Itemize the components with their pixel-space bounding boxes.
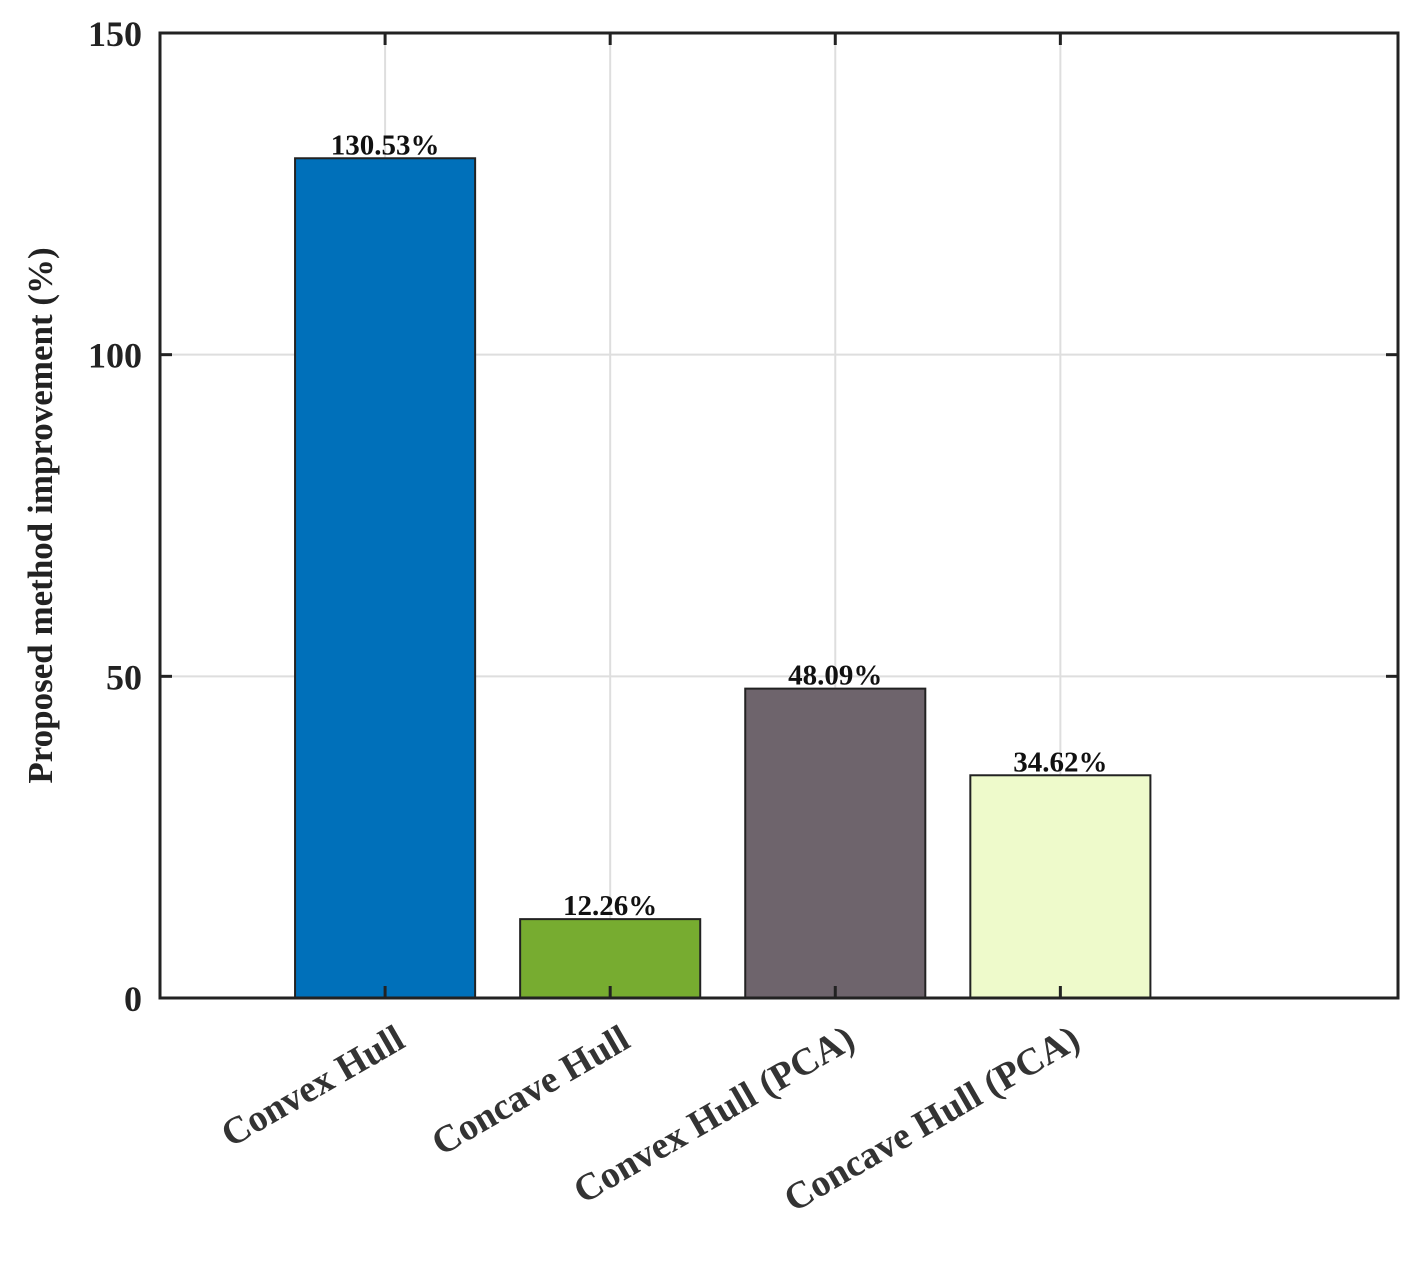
y-tick-label: 0	[124, 979, 142, 1019]
y-tick-label: 50	[106, 657, 142, 697]
y-tick-label: 100	[88, 336, 142, 376]
bar	[969, 774, 1152, 1000]
bar	[744, 687, 927, 999]
y-axis-title: Proposed method improvement (%)	[21, 247, 60, 783]
bar	[294, 157, 477, 999]
y-tick-label: 150	[88, 14, 142, 54]
axes-frame	[158, 31, 1400, 1000]
bar-value-label: 34.62%	[1013, 746, 1107, 778]
bar-value-label: 12.26%	[563, 890, 657, 922]
bars	[294, 157, 1152, 1000]
bar-value-label: 130.53%	[331, 129, 440, 161]
bar-value-label: 48.09%	[788, 660, 882, 692]
y-axis-ticks: 0 50 100 150	[88, 14, 1398, 1019]
data-labels: 130.53% 12.26% 48.09% 34.62%	[331, 129, 1108, 922]
